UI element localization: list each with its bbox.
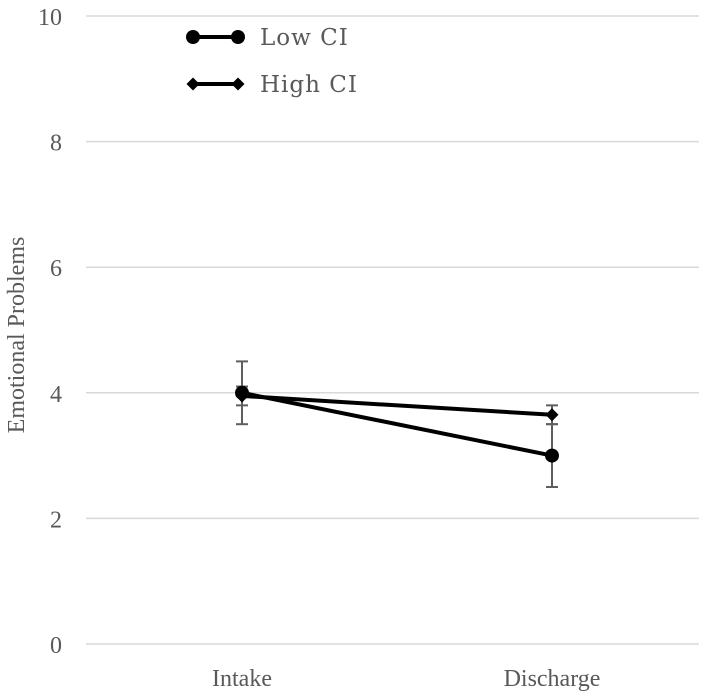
y-tick-label: 10 xyxy=(38,5,62,31)
y-tick-label: 8 xyxy=(50,131,62,157)
data-point-low-ci xyxy=(545,448,559,463)
legend: Low CI High CI xyxy=(186,25,358,98)
y-tick-label: 2 xyxy=(50,507,62,533)
data-point-high-ci xyxy=(545,408,559,422)
y-tick-label: 6 xyxy=(50,256,62,282)
grid-lines xyxy=(86,15,699,645)
legend-label-high-ci: High CI xyxy=(260,72,358,98)
x-tick-label: Intake xyxy=(212,666,272,692)
y-axis-label: Emotional Problems xyxy=(4,237,30,434)
series-line-high-ci xyxy=(241,393,553,417)
legend-marker-low-ci xyxy=(231,30,245,44)
axes: 0 2 4 6 8 10 Intake Discharge xyxy=(38,5,600,692)
legend-marker-low-ci xyxy=(186,30,200,44)
y-tick-label: 4 xyxy=(50,382,62,408)
legend-marker-high-ci xyxy=(186,77,200,91)
x-tick-label: Discharge xyxy=(504,666,601,692)
data-point-high-ci xyxy=(235,389,249,403)
series xyxy=(235,385,559,463)
legend-label-low-ci: Low CI xyxy=(260,25,349,51)
series-line-low-ci xyxy=(241,390,553,458)
legend-marker-high-ci xyxy=(231,77,245,91)
y-tick-label: 0 xyxy=(50,633,62,659)
